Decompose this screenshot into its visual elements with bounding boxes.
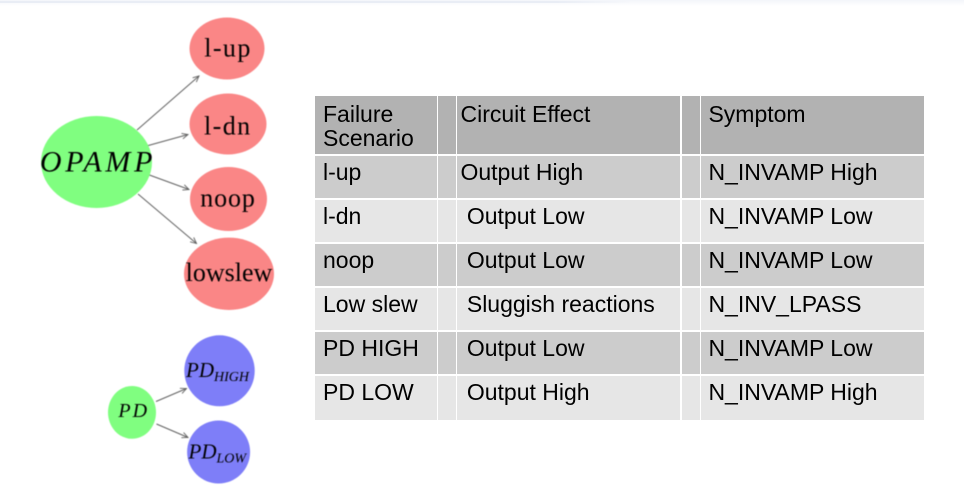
svg-text:PD: PD [117, 400, 149, 422]
svg-text:lowslew: lowslew [186, 258, 273, 287]
svg-text:l-dn: l-dn [204, 112, 251, 141]
svg-text:noop: noop [200, 184, 256, 213]
svg-text:OPAMP: OPAMP [40, 145, 156, 178]
svg-text:l-up: l-up [204, 34, 251, 63]
